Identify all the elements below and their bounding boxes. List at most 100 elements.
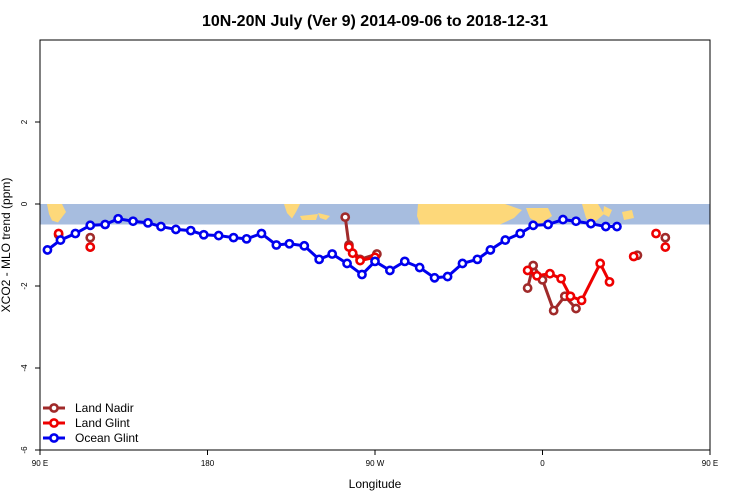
data-point <box>347 248 358 259</box>
data-point <box>612 221 622 232</box>
legend-item: Land Glint <box>43 416 130 430</box>
data-point <box>357 269 367 280</box>
data-point <box>256 228 267 239</box>
y-tick-label: 2 <box>20 119 29 124</box>
data-point <box>532 270 542 281</box>
series-land-glint <box>53 228 671 306</box>
data-point <box>528 220 539 231</box>
map-land-7 <box>582 204 604 225</box>
map-land-5 <box>417 204 522 225</box>
x-axis-label: Longitude <box>349 477 402 491</box>
x-tick-label: 180 <box>201 459 215 468</box>
data-point <box>604 276 615 287</box>
data-point <box>628 251 639 262</box>
series-ocean-glint <box>42 213 622 283</box>
data-point <box>284 238 295 249</box>
y-tick-label: 0 <box>20 201 29 206</box>
chart-title: 10N-20N July (Ver 9) 2014-09-06 to 2018-… <box>202 13 548 30</box>
map-land-9 <box>622 210 634 220</box>
legend-label: Land Nadir <box>75 401 134 415</box>
data-point <box>429 272 440 283</box>
y-tick-label: -6 <box>20 446 29 454</box>
data-point <box>85 232 96 243</box>
data-point <box>545 268 555 279</box>
data-point <box>340 212 351 223</box>
x-tick-label: 90 W <box>366 459 385 468</box>
y-tick-label: -2 <box>20 282 29 290</box>
legend-swatch-marker <box>49 403 59 413</box>
map-land-8 <box>603 206 612 217</box>
data-point <box>85 220 96 231</box>
x-tick-label: 90 E <box>32 459 48 468</box>
x-axis: 90 E 180 90 W 0 90 E <box>32 450 718 468</box>
data-point <box>170 224 181 235</box>
data-point <box>384 265 395 276</box>
data-point <box>327 249 338 259</box>
data-point <box>185 225 196 236</box>
data-point <box>55 235 66 245</box>
data-point <box>558 214 568 225</box>
data-point <box>522 283 533 293</box>
data-point <box>271 240 282 250</box>
y-tick-label: -4 <box>20 364 29 372</box>
data-point <box>228 232 239 243</box>
data-point <box>342 258 352 269</box>
plot-frame <box>39 39 711 451</box>
data-point <box>42 245 53 255</box>
data-point <box>600 221 611 232</box>
data-point <box>571 303 581 314</box>
legend-item: Land Nadir <box>43 401 134 415</box>
map-land-3 <box>300 214 318 220</box>
data-point <box>472 254 483 265</box>
data-point <box>442 271 453 282</box>
data-point <box>314 254 325 265</box>
data-point <box>156 221 166 232</box>
legend-label: Ocean Glint <box>75 431 139 445</box>
data-point <box>515 228 526 239</box>
data-point <box>85 242 96 252</box>
data-point <box>576 295 587 306</box>
data-point <box>660 242 671 252</box>
map-land-2 <box>284 204 300 219</box>
data-point <box>414 262 425 273</box>
y-axis-label: XCO2 - MLO trend (ppm) <box>0 178 13 313</box>
data-point <box>543 219 553 230</box>
data-point <box>370 256 380 267</box>
map-land-4 <box>318 213 330 220</box>
data-point <box>70 228 81 239</box>
data-point <box>500 235 511 245</box>
data-point <box>241 233 252 244</box>
map-land-1 <box>47 204 66 223</box>
data-point <box>485 245 496 255</box>
data-point <box>660 232 671 243</box>
data-point <box>556 273 567 284</box>
data-point <box>128 216 138 227</box>
data-point <box>399 256 410 267</box>
data-point <box>143 217 153 228</box>
data-point <box>355 255 366 266</box>
legend-swatch-marker <box>49 433 59 443</box>
data-point <box>457 258 468 269</box>
legend-item: Ocean Glint <box>43 431 139 445</box>
x-tick-label: 90 E <box>702 459 718 468</box>
data-point <box>299 240 310 251</box>
data-point <box>113 213 124 224</box>
data-point <box>213 230 224 241</box>
data-point <box>198 229 209 240</box>
data-point <box>100 219 111 230</box>
y-axis: -6 -4 -2 0 2 <box>20 119 40 454</box>
data-point <box>522 265 533 276</box>
data-point <box>571 216 581 227</box>
data-point <box>528 260 539 271</box>
data-point <box>585 218 596 229</box>
x-tick-label: 0 <box>540 459 545 468</box>
plot-area <box>42 212 671 316</box>
legend-label: Land Glint <box>75 416 130 430</box>
data-point <box>595 258 606 269</box>
data-point <box>651 228 661 239</box>
legend-swatch-marker <box>49 418 59 428</box>
data-point <box>565 291 576 302</box>
data-point <box>548 305 559 316</box>
